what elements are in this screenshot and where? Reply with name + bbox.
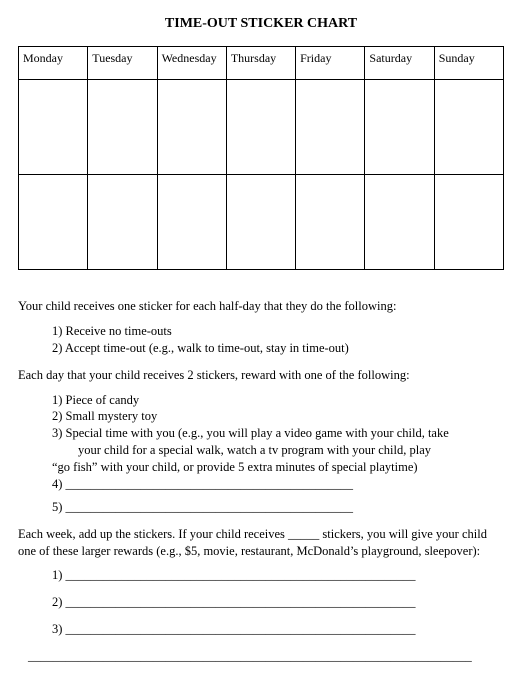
table-header-row: Monday Tuesday Wednesday Thursday Friday… xyxy=(19,47,504,80)
sticker-cell xyxy=(365,175,434,270)
footer-blank-line: ________________________________________… xyxy=(18,648,504,665)
list-item-cont: “go fish” with your child, or provide 5 … xyxy=(18,459,504,476)
day-header: Friday xyxy=(296,47,365,80)
blank-line: 1) _____________________________________… xyxy=(18,567,504,584)
list-item: 2) Accept time-out (e.g., walk to time-o… xyxy=(18,340,504,357)
sticker-cell xyxy=(157,80,226,175)
sticker-cell xyxy=(365,80,434,175)
weekly-blanks-list: 1) _____________________________________… xyxy=(18,567,504,638)
sticker-cell xyxy=(157,175,226,270)
sticker-cell xyxy=(88,175,157,270)
list-item: 1) Piece of candy xyxy=(18,392,504,409)
sticker-chart-table: Monday Tuesday Wednesday Thursday Friday… xyxy=(18,46,504,270)
sticker-cell xyxy=(19,175,88,270)
daily-rewards-list: 1) Piece of candy 2) Small mystery toy 3… xyxy=(18,392,504,516)
page-title: TIME-OUT STICKER CHART xyxy=(18,16,504,32)
list-item-cont: your child for a special walk, watch a t… xyxy=(18,442,504,459)
list-item: 1) Receive no time-outs xyxy=(18,323,504,340)
blank-line: 3) _____________________________________… xyxy=(18,621,504,638)
day-header: Sunday xyxy=(434,47,503,80)
table-row xyxy=(19,175,504,270)
sticker-cell xyxy=(88,80,157,175)
sticker-cell xyxy=(434,80,503,175)
page: TIME-OUT STICKER CHART Monday Tuesday We… xyxy=(0,0,522,685)
table-row xyxy=(19,80,504,175)
sticker-cell xyxy=(434,175,503,270)
criteria-list: 1) Receive no time-outs 2) Accept time-o… xyxy=(18,323,504,357)
content-block: Your child receives one sticker for each… xyxy=(18,298,504,665)
sticker-cell xyxy=(226,175,295,270)
day-header: Thursday xyxy=(226,47,295,80)
day-header: Tuesday xyxy=(88,47,157,80)
blank-line: 2) _____________________________________… xyxy=(18,594,504,611)
weekly-intro-text: Each week, add up the stickers. If your … xyxy=(18,526,504,560)
sticker-cell xyxy=(296,175,365,270)
blank-line: 4) _____________________________________… xyxy=(18,476,504,493)
intro-text: Your child receives one sticker for each… xyxy=(18,298,504,315)
blank-line: 5) _____________________________________… xyxy=(18,499,504,516)
daily-intro-text: Each day that your child receives 2 stic… xyxy=(18,367,504,384)
list-item: 3) Special time with you (e.g., you will… xyxy=(18,425,504,442)
list-item: 2) Small mystery toy xyxy=(18,408,504,425)
sticker-cell xyxy=(296,80,365,175)
sticker-cell xyxy=(19,80,88,175)
day-header: Saturday xyxy=(365,47,434,80)
day-header: Wednesday xyxy=(157,47,226,80)
day-header: Monday xyxy=(19,47,88,80)
sticker-cell xyxy=(226,80,295,175)
